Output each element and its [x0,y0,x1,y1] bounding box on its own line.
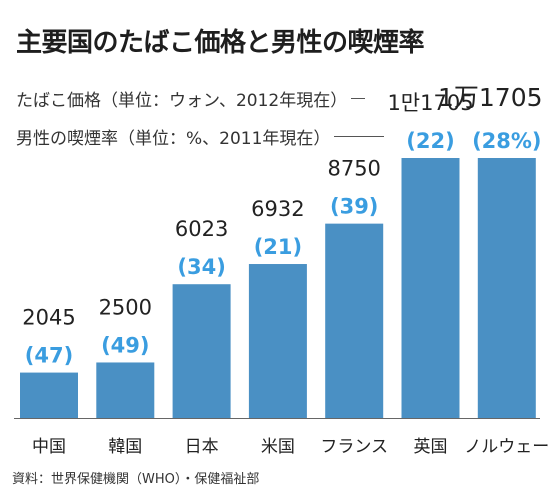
rate-label: (47) [25,344,73,368]
price-label: 2500 [99,295,152,319]
price-label: 6023 [175,217,228,241]
legend-rate: 男性の喫煙率（単位：%、2011年現在） [16,124,385,149]
x-tick-label: ノルウェー [464,437,549,457]
bar-2 [172,284,231,418]
bar-6 [477,158,536,418]
chart-title: 主要国のたばこ価格と男性の喫煙率 [16,28,425,58]
bar-5 [401,158,460,418]
x-tick-label: フランス [320,437,388,457]
x-tick-label: 日本 [185,437,219,457]
legend-price-leader [351,98,366,99]
legend-price: たばこ価格（単位：ウォン、2012年現在） [16,86,366,111]
rate-label: (49) [101,333,149,357]
price-label: 1만1705 [387,91,473,115]
price-label: 6932 [251,197,304,221]
price-label: 8750 [327,157,380,181]
rate-label: (39) [330,195,378,219]
x-tick-label: 韓国 [108,437,142,457]
x-tick-label: 中国 [32,437,66,457]
rate-label: (34) [177,255,225,279]
legend-price-label: たばこ価格（単位：ウォン、2012年現在） [16,91,348,111]
legend-rate-leader [334,136,385,137]
price-label: 2045 [22,306,75,330]
bar-4 [325,223,384,418]
x-tick-label: 米国 [261,437,295,457]
legend-rate-label: 男性の喫煙率（単位：%、2011年現在） [16,129,331,149]
rate-label: (28%) [472,129,541,153]
rate-label: (21) [254,235,302,259]
bar-1 [96,362,155,418]
rate-label: (22) [406,129,454,153]
x-tick-label: 英国 [414,437,448,457]
bar-0 [20,372,78,418]
norway-price-label: 1万1705 [438,83,543,112]
bar-3 [248,264,307,418]
source-note: 資料：世界保健機関（WHO）・保健福祉部 [12,472,260,487]
